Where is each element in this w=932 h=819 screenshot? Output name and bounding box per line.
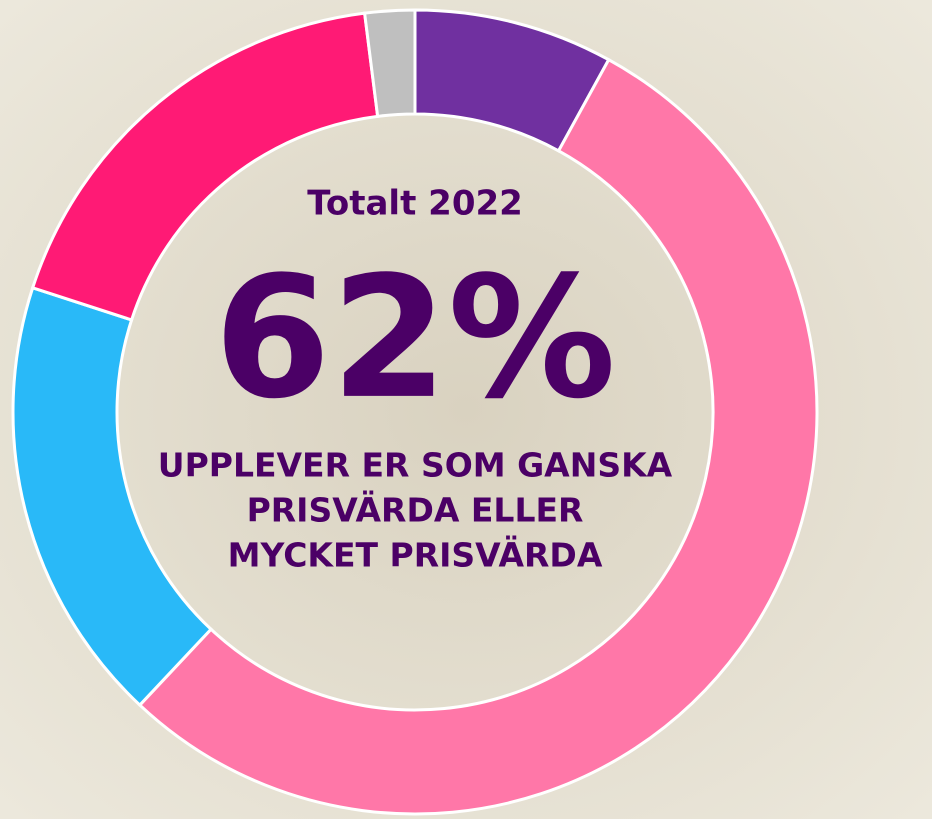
caption-line: MYCKET PRISVÄRDA bbox=[228, 535, 603, 575]
caption-line: UPPLEVER ER SOM GANSKA bbox=[158, 446, 673, 485]
caption-line: PRISVÄRDA ELLER bbox=[247, 490, 584, 530]
headline: 62% bbox=[214, 240, 616, 436]
chart-title: Totalt 2022 bbox=[307, 184, 523, 224]
chart: Totalt 2022 62% UPPLEVER ER SOM GANSKA P… bbox=[0, 0, 932, 819]
page: {"chart_data": {"type": "donut", "values… bbox=[0, 0, 932, 819]
